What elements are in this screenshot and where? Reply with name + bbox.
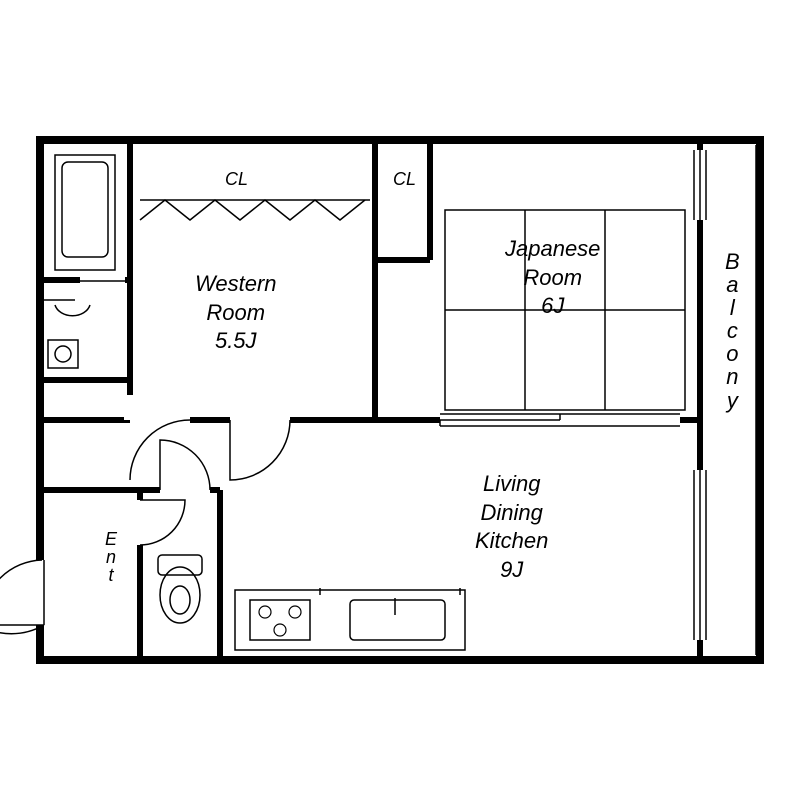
- western-room-label: Western Room 5.5J: [195, 270, 277, 356]
- closet-label-2: CL: [393, 168, 416, 191]
- ent-label: E n t: [105, 530, 117, 584]
- outer-wall: [40, 140, 760, 660]
- closet-label-1: CL: [225, 168, 248, 191]
- japanese-room-label: Japanese Room 6J: [505, 235, 600, 321]
- ldk-label: Living Dining Kitchen 9J: [475, 470, 548, 584]
- balcony-label: B a l c o n y: [725, 250, 740, 412]
- floorplan-svg: [0, 0, 800, 800]
- floorplan-canvas: CL CL Western Room 5.5J Japanese Room 6J…: [0, 0, 800, 800]
